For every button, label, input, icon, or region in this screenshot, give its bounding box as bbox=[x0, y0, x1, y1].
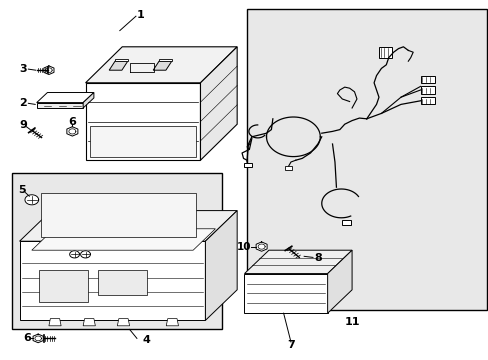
Text: 6: 6 bbox=[23, 333, 31, 343]
Polygon shape bbox=[153, 61, 171, 70]
Bar bbox=[379, 47, 391, 58]
Polygon shape bbox=[109, 61, 127, 70]
Bar bbox=[420, 97, 434, 104]
Polygon shape bbox=[67, 127, 78, 136]
Polygon shape bbox=[256, 242, 266, 251]
Polygon shape bbox=[81, 251, 90, 258]
Polygon shape bbox=[159, 59, 171, 61]
Bar bbox=[420, 86, 434, 94]
Bar bbox=[420, 76, 434, 83]
Bar bbox=[285, 166, 291, 170]
Polygon shape bbox=[327, 250, 351, 313]
Polygon shape bbox=[49, 319, 61, 326]
Polygon shape bbox=[70, 251, 80, 258]
Polygon shape bbox=[98, 270, 146, 295]
Text: 6: 6 bbox=[68, 117, 76, 127]
Polygon shape bbox=[25, 195, 39, 205]
Polygon shape bbox=[20, 241, 205, 320]
Text: 11: 11 bbox=[344, 317, 359, 327]
Polygon shape bbox=[83, 93, 94, 108]
Bar bbox=[244, 163, 252, 167]
Text: 8: 8 bbox=[313, 253, 321, 264]
Text: 10: 10 bbox=[237, 242, 251, 252]
Polygon shape bbox=[117, 319, 129, 326]
Text: 2: 2 bbox=[20, 98, 27, 108]
Polygon shape bbox=[83, 319, 95, 326]
Bar bbox=[246, 9, 486, 310]
Polygon shape bbox=[44, 66, 54, 75]
Polygon shape bbox=[33, 334, 43, 343]
Bar bbox=[90, 126, 195, 157]
Polygon shape bbox=[244, 250, 351, 274]
Polygon shape bbox=[37, 103, 83, 108]
Text: 1: 1 bbox=[137, 10, 144, 20]
Bar bbox=[12, 173, 222, 329]
Polygon shape bbox=[32, 229, 215, 250]
Polygon shape bbox=[205, 211, 237, 320]
Polygon shape bbox=[200, 47, 237, 160]
Polygon shape bbox=[39, 270, 88, 302]
Polygon shape bbox=[244, 274, 327, 313]
Text: 5: 5 bbox=[18, 185, 26, 195]
Polygon shape bbox=[85, 47, 237, 83]
Text: 4: 4 bbox=[142, 335, 150, 345]
Polygon shape bbox=[85, 83, 200, 160]
Polygon shape bbox=[166, 319, 178, 326]
Text: 3: 3 bbox=[20, 64, 27, 74]
Bar bbox=[342, 220, 350, 225]
Bar bbox=[41, 193, 196, 237]
Polygon shape bbox=[20, 211, 237, 241]
Polygon shape bbox=[115, 59, 127, 61]
Text: 9: 9 bbox=[20, 120, 27, 130]
Polygon shape bbox=[37, 93, 94, 103]
Text: 7: 7 bbox=[286, 340, 294, 350]
